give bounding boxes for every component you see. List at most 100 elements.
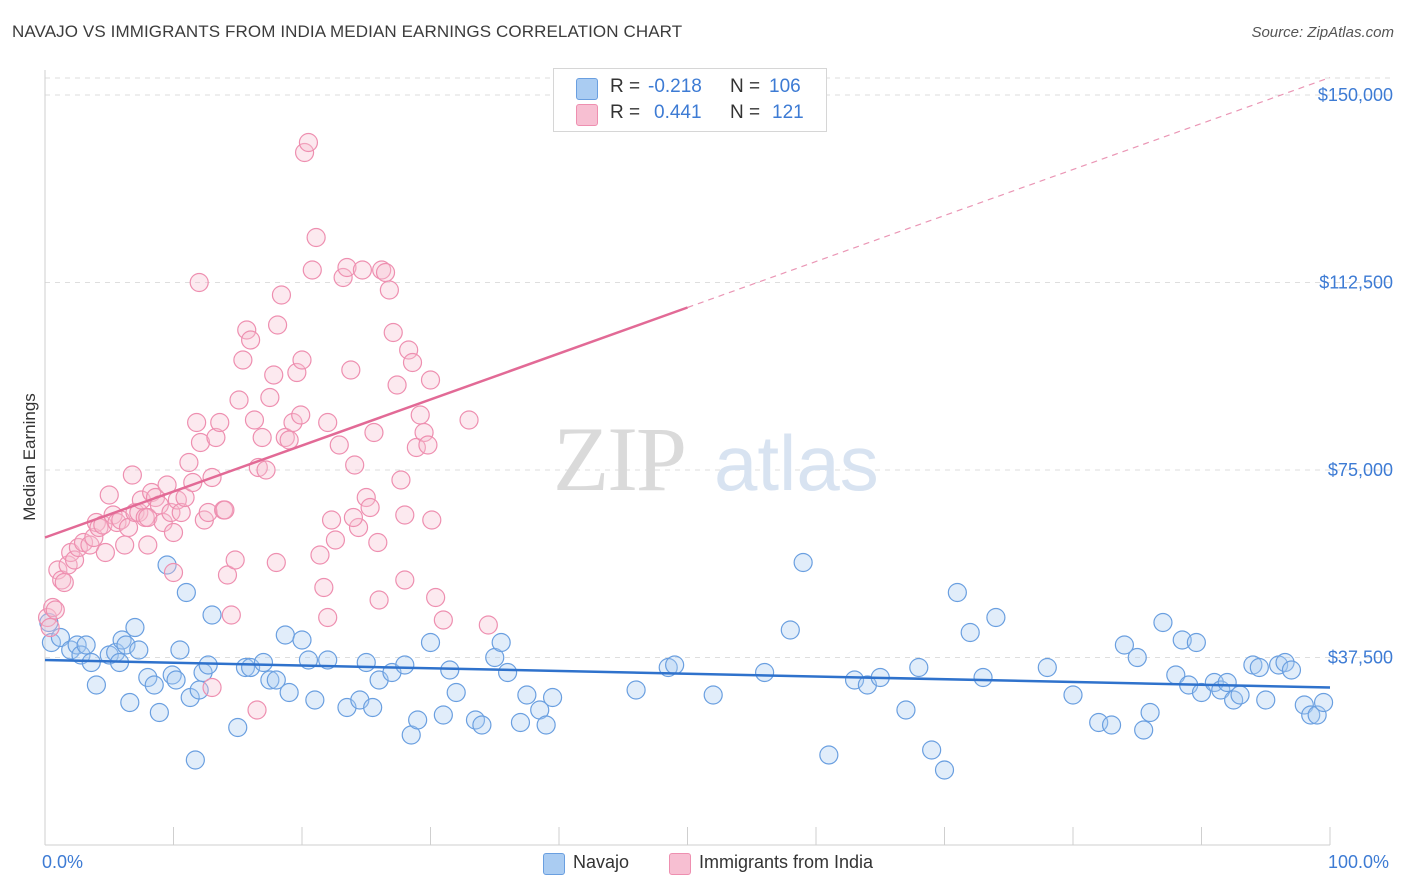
navajo-point [50, 627, 71, 648]
navajo-point [266, 670, 286, 690]
navajo-point [1217, 672, 1237, 693]
india-point [318, 412, 338, 433]
india-point [179, 452, 199, 473]
india-point [244, 410, 265, 430]
navajo-point [166, 670, 186, 690]
india-point [369, 590, 389, 610]
legend-n-label: N = [730, 102, 761, 123]
india-point [298, 132, 319, 153]
india-point [153, 512, 173, 533]
legend-n-label: N = [730, 76, 761, 97]
navajo-point [1140, 702, 1160, 723]
india-point [115, 535, 135, 555]
y-tick-labels: $37,500 $75,000 $112,500 $150,000 [1318, 85, 1393, 668]
navajo-point [76, 635, 96, 655]
navajo-point [1127, 647, 1147, 668]
india-point [459, 410, 479, 430]
india-point [287, 362, 307, 383]
india-points [37, 132, 498, 720]
india-point [420, 370, 441, 390]
india-trend-extension [687, 76, 1331, 309]
watermark-atlas: atlas [714, 419, 879, 507]
navajo-point [973, 667, 993, 688]
navajo-point [947, 582, 967, 603]
navajo-point [185, 750, 205, 770]
bottom-legend-label-navajo: Navajo [573, 852, 630, 872]
navajo-point [960, 622, 980, 643]
correlation-legend: R = -0.218 N = 106 R = 0.441 N = 121 [553, 68, 827, 132]
navajo-point [420, 632, 441, 653]
navajo-point [1037, 657, 1057, 678]
navajo-point [318, 650, 338, 670]
india-point [341, 360, 361, 380]
navajo-point [780, 620, 800, 640]
india-point [187, 412, 207, 433]
india-point [356, 487, 376, 508]
navajo-point [703, 685, 723, 705]
navajo-point [1256, 690, 1276, 710]
india-point [198, 502, 218, 523]
navajo-point [228, 717, 248, 738]
y-axis-label: Median Earnings [20, 393, 39, 521]
india-point [310, 545, 330, 565]
navajo-point [934, 760, 955, 780]
navajo-point [433, 705, 453, 725]
navajo-point [1186, 632, 1206, 653]
navajo-point [125, 617, 145, 638]
india-point [360, 497, 380, 518]
navajo-point [844, 670, 865, 690]
navajo-point [1153, 612, 1173, 633]
india-point [314, 577, 334, 598]
legend-swatch-india [576, 104, 598, 126]
navajo-point [1301, 705, 1321, 725]
legend-swatch-navajo [576, 78, 598, 100]
bottom-legend-swatch-india [669, 853, 691, 875]
navajo-point [116, 635, 136, 655]
navajo-point [1134, 720, 1154, 740]
navajo-point [149, 702, 169, 723]
navajo-point [1063, 685, 1083, 705]
navajo-point [138, 667, 158, 688]
india-point [402, 352, 423, 373]
india-point [161, 502, 181, 523]
navajo-point [157, 555, 177, 575]
india-point [329, 435, 349, 455]
watermark: ZIP atlas [553, 408, 879, 510]
india-point [325, 530, 346, 550]
navajo-point [253, 652, 274, 673]
navajo-point [626, 680, 646, 700]
india-point [348, 517, 369, 538]
india-point [171, 502, 191, 523]
navajo-point [909, 657, 929, 678]
india-point [189, 272, 209, 293]
india-point [229, 390, 249, 410]
navajo-point [363, 697, 383, 718]
india-point [95, 542, 115, 563]
india-point [337, 257, 357, 278]
x-tick-min: 0.0% [42, 852, 84, 872]
navajo-point [408, 710, 428, 730]
india-point [221, 605, 241, 625]
y-tick-label: $112,500 [1319, 273, 1393, 293]
india-point [233, 350, 253, 370]
india-point [364, 422, 384, 443]
navajo-point [922, 740, 942, 760]
india-point [422, 510, 442, 530]
india-point [368, 532, 388, 553]
navajo-point [1224, 690, 1244, 710]
navajo-point [176, 582, 196, 603]
navajo-point [120, 692, 140, 713]
navajo-point [510, 712, 531, 733]
trend-lines [44, 76, 1331, 689]
india-point [406, 437, 426, 458]
india-point [395, 505, 415, 525]
bottom-legend-label-india: Immigrants from India [699, 852, 874, 872]
navajo-point [1294, 695, 1314, 715]
navajo-point [498, 662, 518, 683]
navajo-point [41, 632, 62, 653]
india-point [345, 455, 365, 475]
india-point [266, 552, 286, 573]
india-point [271, 285, 292, 305]
navajo-point [292, 630, 312, 650]
navajo-point [81, 652, 101, 673]
